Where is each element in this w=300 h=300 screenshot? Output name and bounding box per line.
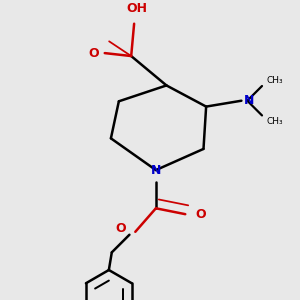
Text: OH: OH: [127, 2, 148, 15]
Text: N: N: [151, 164, 161, 177]
Text: O: O: [116, 222, 127, 236]
Text: CH₃: CH₃: [266, 117, 283, 126]
Text: O: O: [196, 208, 206, 221]
Text: CH₃: CH₃: [266, 76, 283, 85]
Text: N: N: [244, 94, 255, 107]
Text: O: O: [88, 46, 99, 60]
